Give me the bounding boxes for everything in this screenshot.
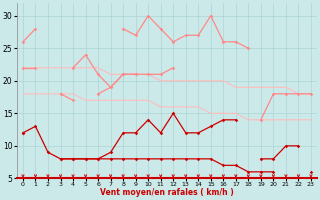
X-axis label: Vent moyen/en rafales ( km/h ): Vent moyen/en rafales ( km/h ) <box>100 188 234 197</box>
